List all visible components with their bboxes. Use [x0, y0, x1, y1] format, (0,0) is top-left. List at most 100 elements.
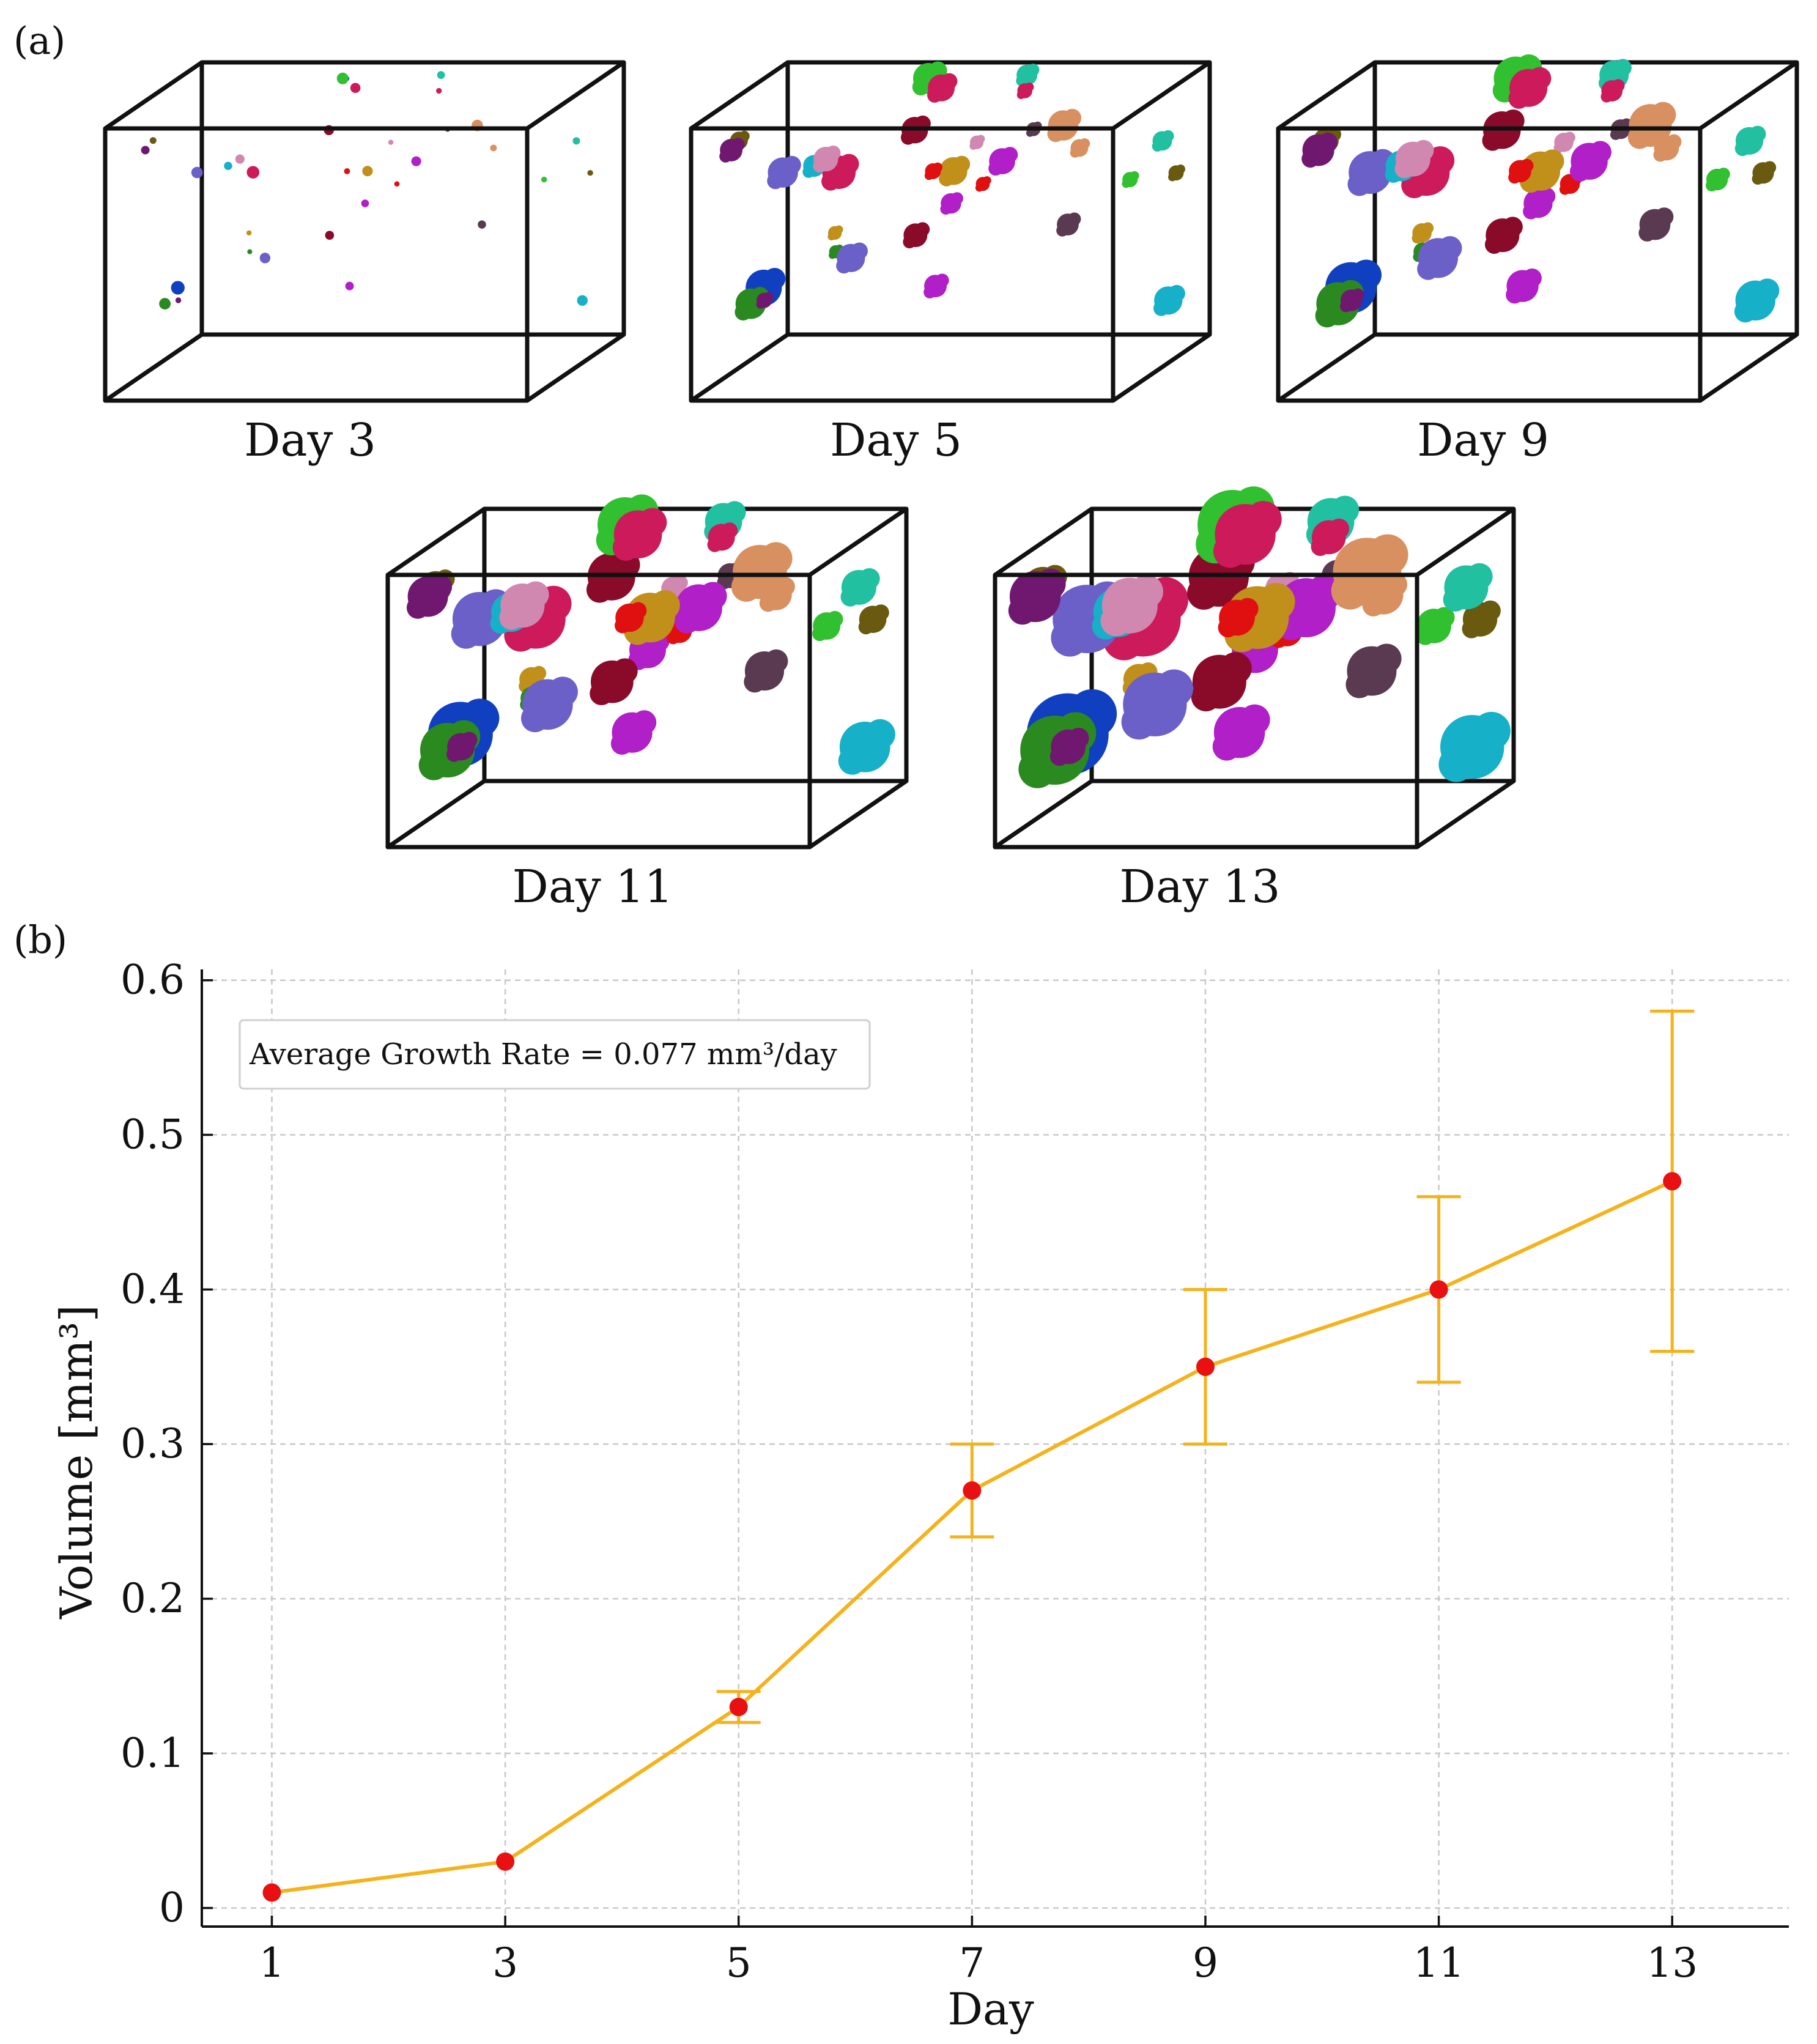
organoid-blob — [590, 658, 638, 706]
panel-a-renderings: Day 3 Day 5 Day 9 Day 11 Day 13 — [103, 54, 1799, 913]
organoid-blob — [612, 508, 667, 561]
x-tick-label: 7 — [959, 1939, 985, 1987]
organoid-blob — [572, 137, 580, 145]
x-tick-label: 11 — [1413, 1939, 1465, 1987]
organoid-blob — [345, 281, 354, 291]
organoid-blob — [141, 146, 150, 155]
data-point — [496, 1852, 515, 1871]
organoid-blob — [149, 137, 157, 144]
legend: Average Growth Rate = 0.077 mm³/day — [239, 1019, 871, 1090]
organoid-blob — [1734, 125, 1766, 157]
box-edge — [690, 61, 789, 130]
organoid-blob — [499, 581, 549, 630]
box-front-face — [993, 572, 1419, 850]
y-tick-label: 0.3 — [120, 1420, 185, 1467]
organoid-blob — [478, 220, 486, 229]
organoid-blob — [490, 144, 497, 152]
box-edge — [104, 333, 203, 402]
organoid-blob — [1218, 598, 1259, 638]
organoid-blob — [975, 176, 991, 192]
organoid-blob — [521, 676, 578, 733]
box-front-face — [1276, 126, 1703, 403]
day-label: Day 11 — [513, 861, 673, 913]
x-tick-label: 13 — [1646, 1939, 1698, 1987]
organoid-blob — [362, 166, 373, 177]
organoid-blob — [1601, 79, 1625, 103]
organoid-blob — [1417, 235, 1462, 280]
organoid-blob — [1438, 711, 1511, 782]
box-edge — [994, 507, 1093, 577]
organoid-blob — [924, 162, 943, 180]
organoid-blob — [175, 297, 182, 303]
data-point — [262, 1883, 281, 1902]
y-tick-label: 0.6 — [120, 957, 185, 1004]
y-axis-title: Volume [mm³] — [51, 1305, 102, 1620]
data-point — [1663, 1172, 1682, 1191]
organoid-blob — [451, 589, 513, 649]
day-rendering: Day 11 — [385, 494, 909, 913]
box-edge — [1416, 779, 1515, 849]
organoid-blob — [1508, 67, 1552, 109]
organoid-blob — [1627, 102, 1676, 149]
x-tick-label: 5 — [726, 1939, 752, 1987]
organoid-blob — [1331, 534, 1408, 610]
organoid-blob — [1121, 669, 1193, 740]
organoid-blob — [838, 719, 895, 775]
organoid-blob — [610, 710, 657, 755]
organoid-blob — [756, 292, 774, 309]
organoid-blob — [858, 604, 889, 635]
box-back-face — [199, 60, 626, 337]
box-edge — [809, 507, 908, 577]
day-label: Day 9 — [1417, 414, 1549, 467]
day-label: Day 5 — [830, 414, 962, 467]
organoid-blob — [361, 199, 369, 207]
organoid-blob — [674, 582, 727, 634]
y-tick-label: 0.1 — [120, 1730, 185, 1777]
data-point — [729, 1697, 748, 1716]
y-tick-label: 0 — [159, 1884, 185, 1931]
organoid-blob — [812, 610, 843, 642]
organoid-blob — [191, 166, 203, 179]
panel-a-label: (a) — [13, 18, 65, 63]
box-back-face — [1372, 60, 1799, 337]
organoid-blob — [1412, 222, 1434, 244]
day-rendering: Day 5 — [689, 60, 1212, 467]
organoid-blob — [731, 542, 793, 602]
organoid-blob — [615, 602, 647, 634]
organoid-blob — [1443, 563, 1493, 612]
legend-text: Average Growth Rate = 0.077 mm³/day — [249, 1037, 837, 1072]
organoid-blob — [1301, 132, 1338, 168]
organoid-blob — [411, 156, 421, 166]
box-edge — [387, 507, 486, 577]
y-tick-label: 0.4 — [120, 1265, 185, 1313]
data-point — [1429, 1280, 1448, 1299]
organoid-blob — [719, 138, 745, 163]
box-edge — [1112, 61, 1211, 130]
organoid-blob — [1706, 168, 1730, 191]
organoid-blob — [171, 281, 185, 295]
organoid-blob — [1653, 134, 1682, 162]
data-point — [963, 1481, 982, 1500]
day-label: Day 3 — [244, 414, 376, 467]
organoid-blob — [940, 192, 963, 215]
organoid-blob — [1016, 82, 1034, 99]
organoid-blob — [1049, 727, 1089, 766]
organoid-blob — [744, 649, 788, 693]
organoid-blob — [1462, 600, 1501, 639]
box-front-face — [385, 572, 812, 850]
organoid-blob — [1153, 284, 1185, 316]
organoid-blob — [840, 568, 880, 607]
organoid-blob — [446, 731, 478, 762]
organoid-blob — [388, 139, 394, 145]
organoid-blob — [1508, 158, 1534, 184]
box-edge — [1277, 333, 1376, 402]
box-edge — [1699, 61, 1798, 130]
box-edge — [526, 61, 625, 130]
organoid-blob — [1047, 108, 1082, 143]
organoid-blob — [900, 115, 931, 145]
box-back-face — [785, 60, 1212, 337]
organoid-blob — [1191, 652, 1252, 712]
